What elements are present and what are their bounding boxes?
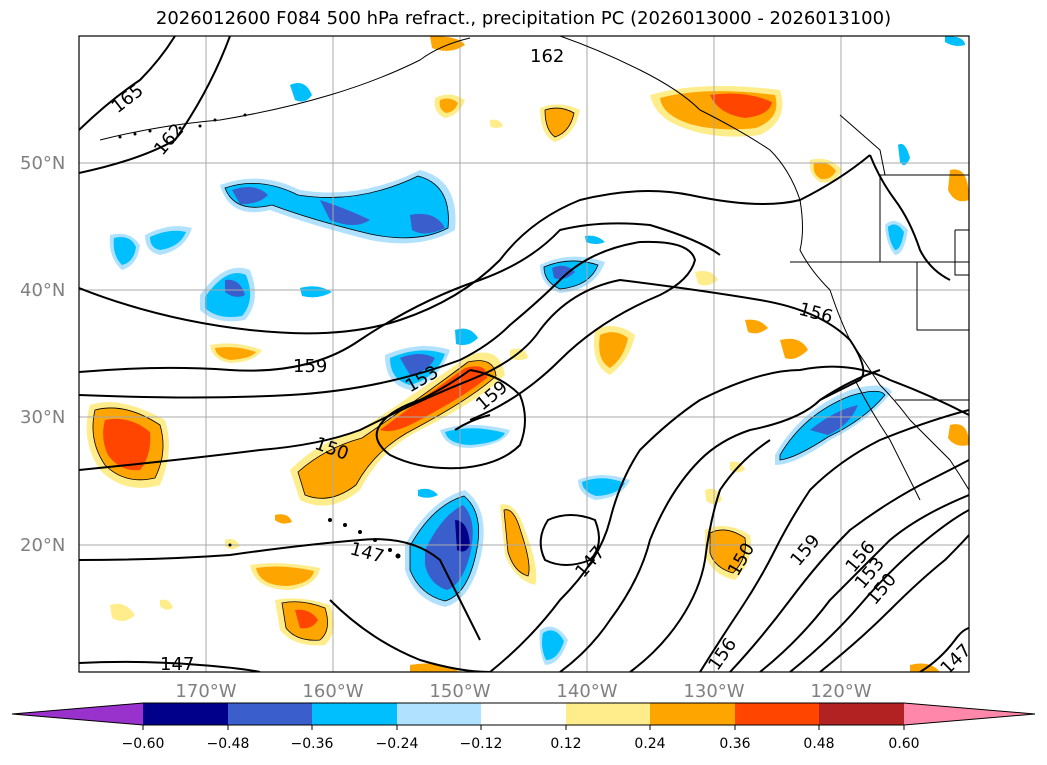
lat-label-40n: 40°N: [20, 280, 65, 301]
colorbar: −0.60 −0.48 −0.36 −0.24 −0.12 0.12 0.24 …: [11, 702, 1036, 752]
lat-label-50n: 50°N: [20, 153, 65, 174]
lon-label-120w: 120°W: [810, 681, 871, 702]
map-title: 2026012600 F084 500 hPa refract., precip…: [155, 8, 892, 29]
svg-text:162: 162: [530, 46, 564, 67]
colorbar-tick-label: −0.60: [122, 736, 165, 752]
colorbar-tick-label: 0.60: [888, 736, 919, 752]
lon-label-160w: 160°W: [302, 681, 363, 702]
colorbar-segment: [819, 703, 904, 725]
colorbar-tick-label: −0.24: [376, 736, 419, 752]
lon-label-130w: 130°W: [683, 681, 744, 702]
precip-shading: [86, 36, 969, 672]
lat-label-30n: 30°N: [20, 407, 65, 428]
colorbar-tick-label: 0.48: [803, 736, 834, 752]
refractivity-contours: [79, 36, 969, 672]
svg-text:159: 159: [293, 356, 327, 377]
colorbar-segment: [312, 703, 397, 725]
gridlines: [79, 36, 969, 672]
latitude-labels: 50°N 40°N 30°N 20°N: [20, 153, 65, 556]
colorbar-tick-label: −0.36: [291, 736, 334, 752]
colorbar-segment: [481, 703, 566, 725]
islands: [118, 113, 401, 559]
lat-label-20n: 20°N: [20, 535, 65, 556]
colorbar-segment: [735, 703, 819, 725]
colorbar-tick-label: 0.24: [634, 736, 665, 752]
colorbar-segment: [904, 703, 1035, 725]
colorbar-tick-label: −0.48: [207, 736, 250, 752]
precip-outlines: [92, 107, 886, 641]
coastlines: [99, 36, 969, 501]
map-frame: [78, 35, 970, 673]
svg-text:147: 147: [160, 654, 194, 675]
colorbar-segment: [397, 703, 481, 725]
lon-label-150w: 150°W: [429, 681, 490, 702]
longitude-labels: 170°W 160°W 150°W 140°W 130°W 120°W: [175, 681, 871, 702]
colorbar-tick-label: −0.12: [460, 736, 503, 752]
colorbar-segment: [650, 703, 735, 725]
colorbar-segment: [228, 703, 312, 725]
colorbar-tick-label: 0.36: [719, 736, 750, 752]
lon-label-140w: 140°W: [556, 681, 617, 702]
colorbar-segment: [143, 703, 228, 725]
colorbar-segment: [566, 703, 650, 725]
colorbar-segment: [12, 703, 143, 725]
colorbar-tick-label: 0.12: [550, 736, 581, 752]
lon-label-170w: 170°W: [175, 681, 236, 702]
